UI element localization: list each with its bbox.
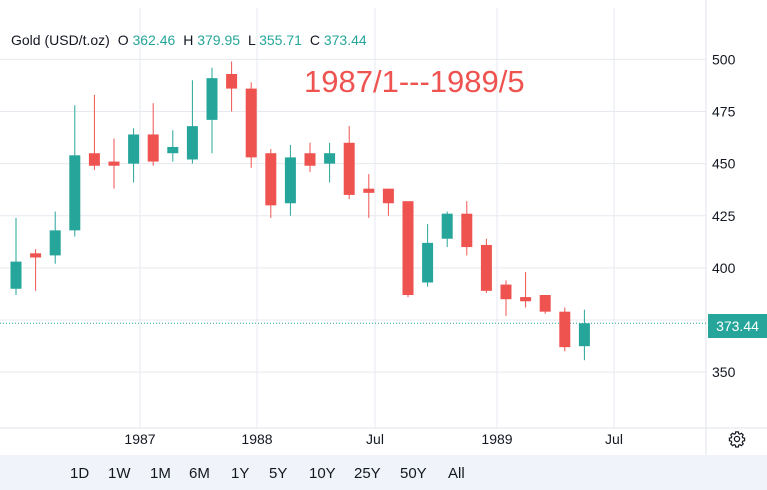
candle-body [265,153,277,206]
range-1d-button[interactable]: 1D [70,465,90,482]
candle-body [422,242,434,283]
x-tick-label: Jul [605,431,623,447]
range-1m-button[interactable]: 1M [150,465,171,482]
candle-body [363,188,375,193]
x-tick-label: 1988 [241,431,272,447]
range-1y-button[interactable]: 1Y [231,465,250,482]
y-tick-label: 450 [712,156,736,172]
candle-body [30,253,42,258]
candle-body [343,142,355,195]
close-label: C [309,32,320,48]
candle-body [186,126,198,160]
date-range-annotation: 1987/1---1989/5 [304,64,525,99]
candle-body [441,213,453,239]
range-50y-button[interactable]: 50Y [400,465,427,482]
candle-body [402,201,414,296]
candle-body [226,73,238,89]
y-tick-label: 400 [712,260,736,276]
candle-body [49,230,61,256]
symbol-label: Gold (USD/t.oz) [11,32,110,48]
candle-body [284,157,296,204]
candle-body [324,153,336,164]
x-tick-label: 1989 [481,431,512,447]
range-10y-button[interactable]: 10Y [309,465,336,482]
range-5y-button[interactable]: 5Y [269,465,288,482]
high-value: 379.95 [197,32,241,48]
range-all-button[interactable]: All [448,465,465,482]
y-tick-label: 350 [712,364,736,380]
gear-icon[interactable] [728,430,746,448]
candle-body [10,261,22,289]
range-25y-button[interactable]: 25Y [354,465,381,482]
candle-body [578,323,590,347]
candle-body [206,78,218,120]
y-tick-label: 475 [712,104,736,120]
candle-body [480,244,492,291]
last-price-tag: 373.44 [708,314,767,338]
candle-body [304,153,316,166]
ohlc-legend: Gold (USD/t.oz) O 362.46 H 379.95 L 355.… [11,32,367,48]
candle-body [128,134,140,164]
candle-body [69,155,81,231]
candle-body [147,134,159,162]
candle-body [520,297,532,302]
y-tick-label: 500 [712,51,736,67]
high-label: H [183,32,194,48]
open-label: O [117,32,129,48]
close-value: 373.44 [323,32,367,48]
candle-body [539,295,551,312]
x-tick-label: 1987 [124,431,155,447]
candle-body [88,153,100,166]
candle-body [461,213,473,248]
range-1w-button[interactable]: 1W [108,465,131,482]
candle-body [167,146,179,154]
open-value: 362.46 [132,32,176,48]
candle-body [559,311,571,348]
low-value: 355.71 [259,32,302,48]
candle-body [382,188,394,204]
low-label: L [247,32,256,48]
candle-body [500,284,512,300]
candle-body [108,161,120,166]
x-tick-label: Jul [366,431,384,447]
range-6m-button[interactable]: 6M [189,465,210,482]
y-tick-label: 425 [712,208,736,224]
range-toolbar: 1D 1W 1M 6M 1Y 5Y 10Y 25Y 50Y All [0,455,767,490]
candle-body [245,88,257,158]
